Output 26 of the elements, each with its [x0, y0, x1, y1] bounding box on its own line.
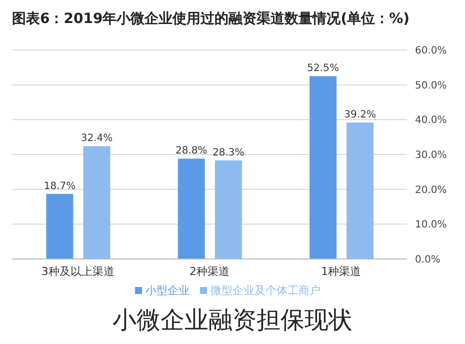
bar [46, 194, 74, 259]
y-tick-label: 30.0% [415, 150, 447, 162]
y-tick-label: 20.0% [415, 184, 447, 196]
data-label: 52.5% [307, 63, 339, 74]
y-tick-label: 50.0% [415, 80, 447, 92]
y-tick-label: 40.0% [415, 115, 447, 126]
x-tick-label: 3种及以上渠道 [41, 264, 114, 278]
chart-title: 图表6：2019年小微企业使用过的融资渠道数量情况(单位：%) [11, 10, 411, 29]
x-tick-label: 2种渠道 [190, 264, 230, 278]
bar [346, 122, 374, 259]
y-tick-label: 10.0% [415, 220, 447, 231]
legend-label: 小型企业 [146, 284, 190, 297]
x-tick-label: 1种渠道 [321, 264, 362, 278]
bar [310, 76, 337, 259]
y-tick-label: 60.0% [415, 46, 447, 57]
data-label: 39.2% [344, 109, 376, 120]
bar [83, 146, 110, 259]
bar [178, 158, 205, 259]
bar [214, 160, 242, 259]
data-label: 28.3% [212, 147, 244, 158]
data-label: 18.7% [44, 180, 76, 192]
y-tick-label: 0.0% [415, 254, 440, 266]
data-label: 28.8% [176, 146, 208, 157]
data-label: 32.4% [80, 133, 113, 144]
text: 小微企业融资担保现状 [112, 305, 354, 336]
legend-label: 微型企业及个体工商户 [210, 284, 320, 297]
